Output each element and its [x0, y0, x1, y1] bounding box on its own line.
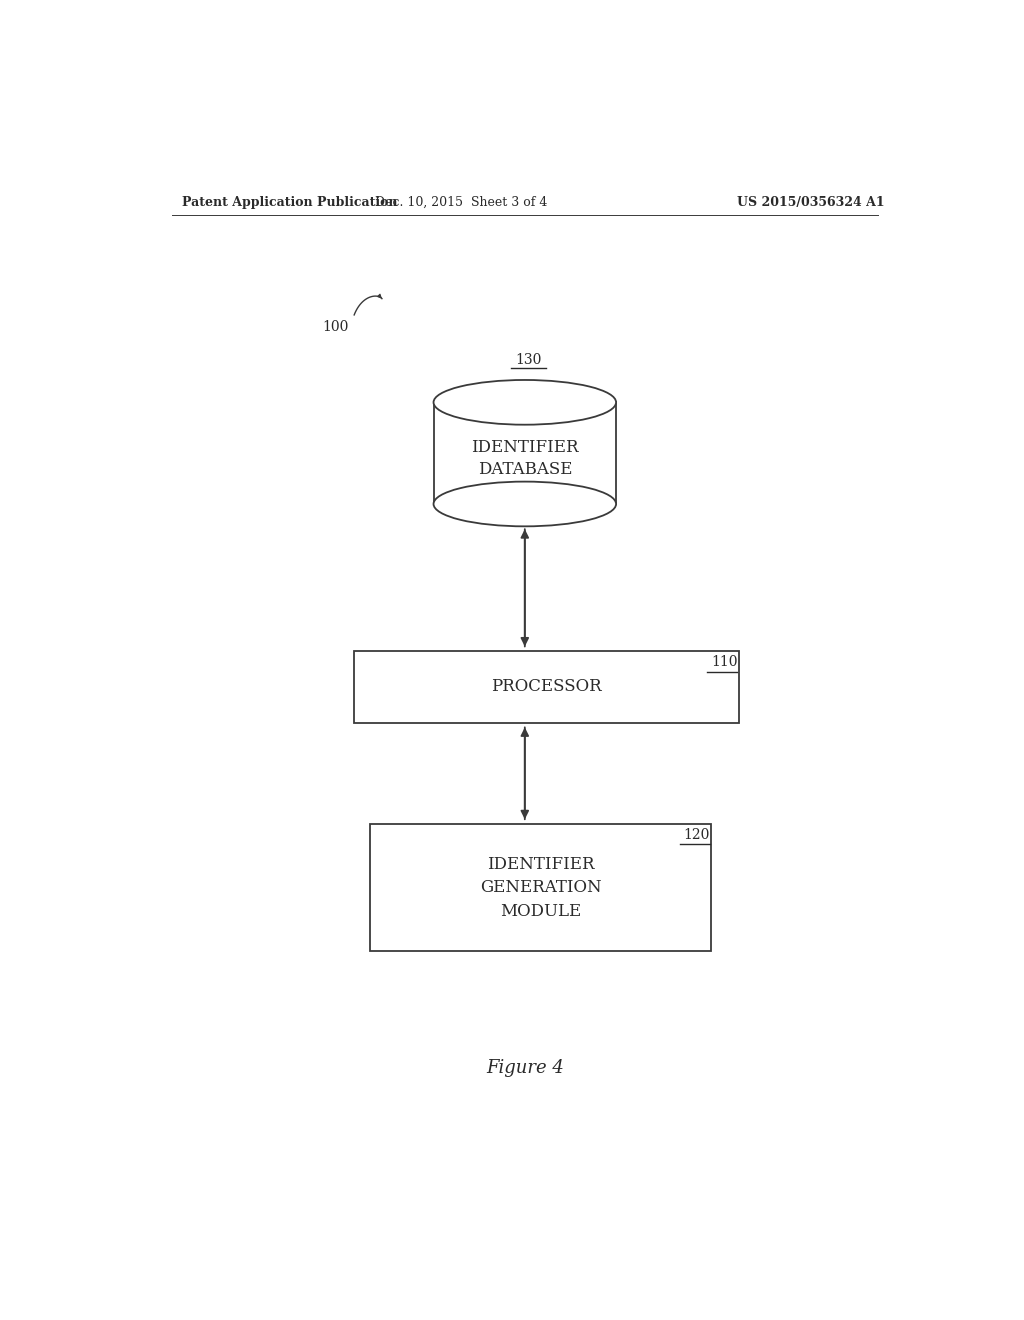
Text: 120: 120: [683, 828, 710, 842]
Text: IDENTIFIER
GENERATION
MODULE: IDENTIFIER GENERATION MODULE: [480, 855, 601, 920]
Bar: [370, 824, 712, 952]
Text: PROCESSOR: PROCESSOR: [492, 678, 602, 696]
Text: US 2015/0356324 A1: US 2015/0356324 A1: [736, 195, 885, 209]
Text: Figure 4: Figure 4: [485, 1059, 564, 1077]
Ellipse shape: [433, 482, 616, 527]
Text: IDENTIFIER
DATABASE: IDENTIFIER DATABASE: [471, 438, 579, 478]
Text: 100: 100: [323, 321, 349, 334]
Text: 130: 130: [515, 352, 542, 367]
Bar: [354, 651, 739, 722]
Bar: [433, 403, 616, 504]
Ellipse shape: [433, 380, 616, 425]
Text: Patent Application Publication: Patent Application Publication: [182, 195, 397, 209]
Text: Dec. 10, 2015  Sheet 3 of 4: Dec. 10, 2015 Sheet 3 of 4: [375, 195, 548, 209]
Text: 110: 110: [711, 656, 737, 669]
